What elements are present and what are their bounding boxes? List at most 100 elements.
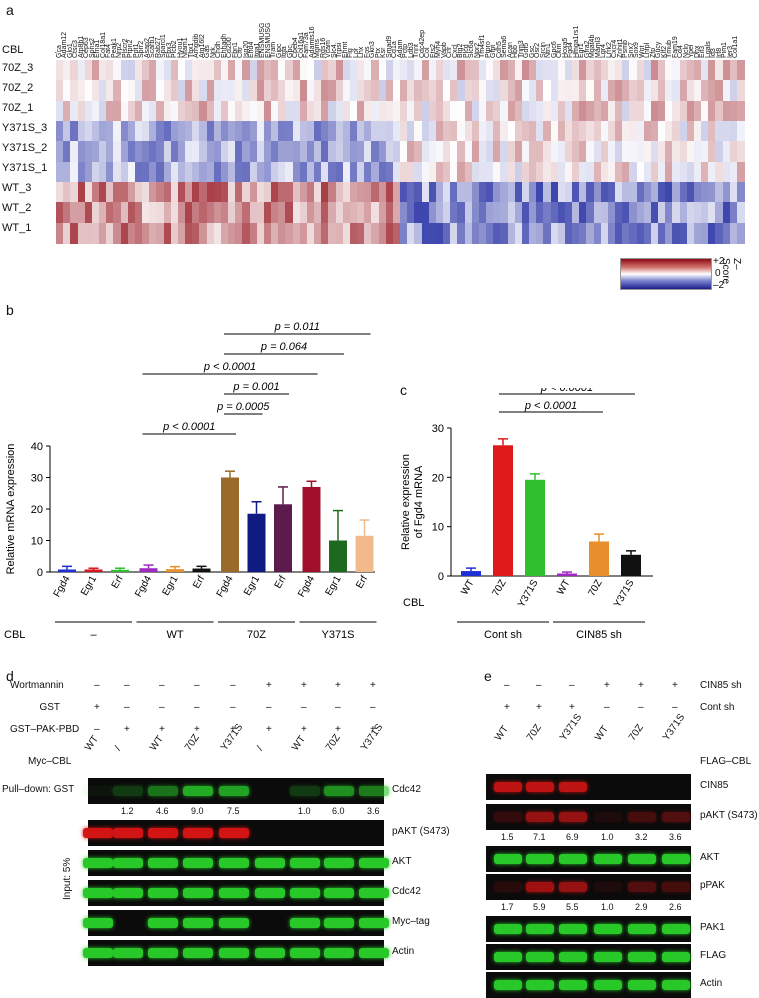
bar: [221, 477, 239, 572]
heatmap-cell: [335, 141, 344, 163]
heatmap-cell: [77, 80, 86, 102]
heatmap-cell: [722, 202, 731, 224]
blot-band: [559, 812, 587, 822]
blot-band: [148, 918, 178, 928]
lane-label: Y371S: [660, 712, 688, 743]
heatmap-cell: [271, 222, 279, 244]
heatmap-cell: [708, 182, 716, 203]
heatmap-row-label: WT_2: [2, 202, 32, 214]
heatmap-cell: [679, 100, 688, 122]
heatmap-cell: [220, 202, 229, 224]
heatmap-cell: [450, 161, 458, 183]
heatmap-cell: [163, 80, 172, 102]
heatmap-cell: [192, 80, 200, 102]
heatmap-cell: [593, 202, 602, 224]
heatmap-cell: [349, 121, 358, 142]
heatmap-cell: [185, 141, 193, 163]
category-label: Fgd4: [296, 574, 317, 600]
heatmap-cell: [428, 100, 437, 122]
heatmap-cell: [263, 202, 272, 224]
panel-label-c: c: [400, 382, 407, 398]
heatmap-cell: [206, 202, 215, 224]
heatmap-cell: [177, 141, 186, 163]
heatmap-cell: [285, 60, 294, 81]
blot-band-row: [486, 916, 691, 942]
heatmap-cell: [564, 222, 573, 244]
heatmap-cell: [435, 161, 444, 183]
heatmap-cell: [364, 100, 372, 122]
heatmap-cell: [414, 161, 423, 183]
heatmap-cell: [328, 202, 337, 224]
heatmap-cell: [514, 222, 523, 244]
heatmap-cell: [242, 161, 251, 183]
heatmap-cell: [636, 60, 645, 81]
heatmap-cell: [679, 80, 688, 102]
blot-band: [183, 888, 213, 898]
heatmap-cell: [529, 182, 537, 203]
heatmap-cell: [722, 222, 731, 244]
heatmap-cell: [579, 202, 587, 224]
heatmap-cell: [701, 222, 709, 244]
blot-band: [662, 812, 690, 822]
comparison-label: p = 0.064: [260, 341, 307, 353]
group-label: Cont sh: [484, 629, 522, 641]
heatmap-cell: [220, 222, 229, 244]
treatment-value: +: [124, 724, 130, 735]
heatmap-cell: [292, 121, 301, 142]
heatmap-cell: [622, 182, 630, 203]
heatmap-cell: [471, 202, 480, 224]
blot-band: [255, 948, 285, 958]
bar: [84, 569, 103, 572]
heatmap-cell: [206, 182, 215, 203]
heatmap-cell: [242, 80, 251, 102]
heatmap-cell: [708, 161, 716, 183]
heatmap-cell: [249, 100, 258, 122]
heatmap-cell: [199, 80, 208, 102]
heatmap-cell: [428, 141, 437, 163]
category-label: Fgd4: [215, 574, 236, 600]
heatmap-cell: [550, 100, 559, 122]
heatmap-cell: [349, 222, 358, 244]
blot-band: [359, 858, 389, 868]
heatmap-cell: [715, 161, 724, 183]
bar-chart-b: 0 10 20 30 40 Relative mRNA expression Fgd4 Egr…: [4, 321, 377, 641]
heatmap-cell: [665, 100, 673, 122]
heatmap-cell: [407, 141, 415, 163]
heatmap-cell: [443, 202, 451, 224]
heatmap-cell: [701, 161, 709, 183]
heatmap-cell: [292, 60, 301, 81]
blot-band: [662, 952, 690, 962]
heatmap-cell: [529, 161, 537, 183]
heatmap-cell: [91, 60, 100, 81]
heatmap-cell: [693, 121, 702, 142]
heatmap-cell: [636, 121, 645, 142]
blot-band: [324, 888, 354, 898]
blot-band: [494, 882, 522, 892]
heatmap-cell: [206, 121, 215, 142]
heatmap-cell: [679, 202, 688, 224]
heatmap-cell: [679, 161, 688, 183]
heatmap-cell: [156, 141, 165, 163]
heatmap-cell: [285, 222, 294, 244]
heatmap-gene-label: Col1a1: [732, 35, 740, 58]
input-label: Input: 5%: [62, 857, 73, 900]
heatmap-cell: [113, 161, 122, 183]
treatment-value: +: [159, 724, 165, 735]
heatmap-cell: [607, 80, 616, 102]
heatmap-cell: [586, 161, 595, 183]
heatmap-cell: [106, 141, 114, 163]
blot-band: [83, 948, 113, 958]
heatmap-cell: [249, 80, 258, 102]
heatmap-cell: [235, 121, 243, 142]
blot-row-label: Cdc42: [392, 886, 421, 897]
treatment-label: Wortmannin: [10, 680, 64, 691]
heatmap-cell: [693, 80, 702, 102]
heatmap-cell: [199, 141, 208, 163]
heatmap-cell: [464, 80, 473, 102]
zscore-colorbar: [620, 258, 712, 290]
heatmap-cell: [285, 100, 294, 122]
heatmap-cell: [235, 222, 243, 244]
blot-band: [494, 980, 522, 990]
blot-band: [148, 828, 178, 838]
heatmap-cell: [349, 80, 358, 102]
